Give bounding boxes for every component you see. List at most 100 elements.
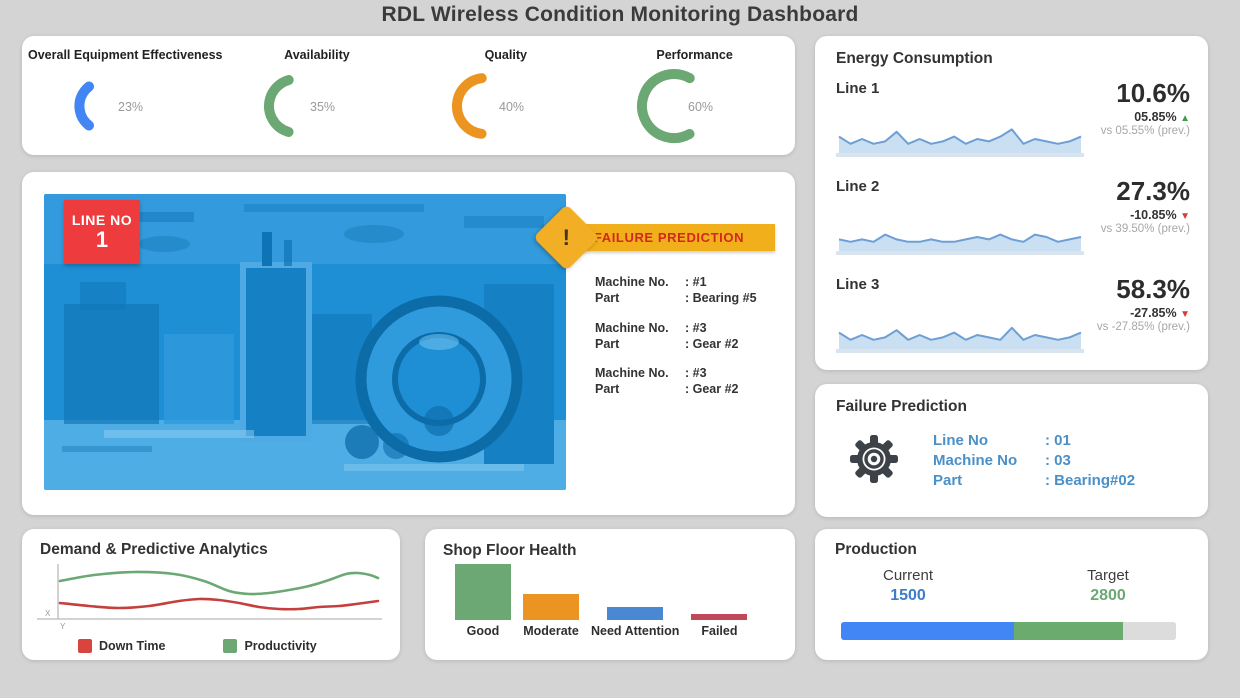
part-value: : Gear #2 <box>685 336 739 351</box>
gauge-label: Quality <box>484 48 527 62</box>
energy-row-3: Line 3 58.3% -27.85% ▼ vs -27.85% (prev.) <box>836 274 1190 359</box>
bar-column-good: Good <box>455 564 511 638</box>
gauge-arc: 60% <box>636 69 713 143</box>
gauge-arc: 35% <box>263 74 335 138</box>
productivity-label: Productivity <box>244 639 317 653</box>
target-value: 2800 <box>1090 587 1126 604</box>
change-value: -10.85% <box>1130 208 1181 223</box>
energy-row-1: Line 1 10.6% 05.85% ▲ vs 05.55% (prev.) <box>836 79 1190 163</box>
failure-row-value: : Bearing#02 <box>1045 471 1136 489</box>
machine-no-row: Machine No.: #3 <box>595 365 780 381</box>
failure-card-title: Failure Prediction <box>836 398 967 415</box>
line-number-badge: LINE NO 1 <box>64 200 140 264</box>
failure-prediction-banner-label: FAILURE PREDICTION <box>593 230 745 245</box>
machine-no-label: Machine No. <box>595 366 669 380</box>
line-badge-number: 1 <box>95 227 109 253</box>
svg-text:23%: 23% <box>118 100 143 114</box>
machine-entry-3: Machine No.: #3 Part: Gear #2 <box>595 365 780 398</box>
gauge-arc: 40% <box>451 73 524 139</box>
bar-label: Need Attention <box>591 624 680 638</box>
part-value: : Bearing #5 <box>685 291 757 306</box>
failure-row-value: : 01 <box>1045 432 1071 449</box>
failure-prediction-banner: FAILURE PREDICTION <box>563 224 775 251</box>
progress-segment-3 <box>1123 622 1176 640</box>
sparkline-chart <box>836 128 1084 157</box>
bar-failed <box>691 614 748 620</box>
energy-line-stats: 27.3% -10.85% ▼ vs 39.50% (prev.) <box>1030 177 1190 236</box>
kpi-gauges-card: Overall Equipment Effectiveness 23% Availa… <box>22 36 795 155</box>
machine-no-label: Machine No. <box>595 275 669 289</box>
energy-row-2: Line 2 27.3% -10.85% ▼ vs 39.50% (prev.) <box>836 177 1190 261</box>
gauge-item-4: Performance 60% <box>600 44 789 151</box>
production-target: Target 2800 <box>1043 567 1173 605</box>
part-row: Part : Bearing #5 <box>595 290 780 306</box>
energy-line-change: 05.85% ▲ <box>1030 110 1190 124</box>
failure-row-label: Line No <box>933 432 988 449</box>
energy-line-stats: 58.3% -27.85% ▼ vs -27.85% (prev.) <box>1030 274 1190 334</box>
machine-entry-list: Machine No.: #1 Part: Bearing #5 Machine N… <box>595 274 780 411</box>
current-label: Current <box>882 567 934 584</box>
series-productivity <box>58 570 380 596</box>
gauge-item-1: Overall Equipment Effectiveness 23% <box>28 44 223 151</box>
bar-need-attention <box>607 607 664 620</box>
part-label: Part <box>595 382 620 397</box>
energy-line-label: Line 1 <box>836 80 880 97</box>
svg-text:35%: 35% <box>310 100 335 114</box>
gear-icon <box>845 430 903 493</box>
shop-card-title: Shop Floor Health <box>443 542 577 559</box>
change-value: 05.85% <box>1134 110 1181 125</box>
energy-line-stats: 10.6% 05.85% ▲ vs 05.55% (prev.) <box>1030 79 1190 138</box>
gauge-label: Overall Equipment Effectiveness <box>28 48 223 62</box>
line-badge-text: LINE NO <box>71 212 133 229</box>
productivity-swatch <box>223 639 238 653</box>
machine-no-row: Machine No.: #1 <box>595 274 780 290</box>
energy-line-value: 58.3% <box>1116 274 1190 304</box>
downtime-label: Down Time <box>99 639 166 653</box>
svg-text:60%: 60% <box>688 100 713 114</box>
bar-column-need-attention: Need Attention <box>591 607 679 638</box>
failure-row-label: Part <box>933 471 963 489</box>
energy-card-title: Energy Consumption <box>836 50 993 67</box>
bar-column-failed: Failed <box>691 614 748 638</box>
machine-entry-1: Machine No.: #1 Part : Bearing #5 <box>595 274 780 307</box>
machine-no-value: : #3 <box>685 320 707 335</box>
demand-legend: Down Time Productivity <box>78 639 317 653</box>
energy-line-change: -27.85% ▼ <box>1030 306 1190 320</box>
gauge-row: Overall Equipment Effectiveness 23% Availa… <box>28 44 789 151</box>
bar-label: Failed <box>701 624 738 638</box>
production-current: Current 1500 <box>843 567 973 605</box>
svg-text:X: X <box>45 609 51 618</box>
production-card: Production Current 1500 Target 2800 <box>815 529 1208 660</box>
sparkline-chart <box>836 233 1084 255</box>
gauge-item-2: Availability 35% <box>223 44 412 151</box>
legend-item-downtime: Down Time <box>78 639 165 653</box>
energy-line-prev: vs 39.50% (prev.) <box>1100 223 1190 236</box>
demand-card-title: Demand & Predictive Analytics <box>40 541 268 558</box>
energy-line-change: -10.85% ▼ <box>1030 208 1190 222</box>
failure-row-3: Part : Bearing#02 <box>933 471 1135 491</box>
machine-no-row: Machine No.: #3 <box>595 320 780 336</box>
energy-line-label: Line 2 <box>836 178 880 195</box>
current-value: 1500 <box>890 587 926 604</box>
part-label: Part <box>595 291 620 306</box>
svg-text:Y: Y <box>60 622 66 631</box>
shop-floor-health-card: Shop Floor Health Good Moderate Need Atten… <box>425 529 795 660</box>
downtime-swatch <box>78 639 92 653</box>
series-down-time <box>58 597 380 611</box>
legend-item-productivity: Productivity <box>223 639 317 653</box>
gauge-label: Availability <box>284 48 350 62</box>
change-value: -27.85% <box>1130 306 1181 321</box>
energy-line-list: Line 1 10.6% 05.85% ▲ vs 05.55% (prev.) Line… <box>836 79 1190 359</box>
failure-row-1: Line No : 01 <box>933 431 1135 451</box>
production-progress-bar <box>841 622 1176 640</box>
failure-detail-list: Line No : 01 Machine No: 03 Part : Bearing#0… <box>933 431 1135 490</box>
bar-good <box>455 564 511 620</box>
bar-label: Good <box>466 624 500 638</box>
energy-line-prev: vs -27.85% (prev.) <box>1096 321 1190 334</box>
demand-line-chart: XY <box>37 564 382 631</box>
sparkline-chart <box>836 326 1084 353</box>
target-label: Target <box>1087 567 1129 584</box>
energy-line-prev: vs 05.55% (prev.) <box>1100 125 1190 138</box>
failure-row-2: Machine No: 03 <box>933 451 1135 471</box>
